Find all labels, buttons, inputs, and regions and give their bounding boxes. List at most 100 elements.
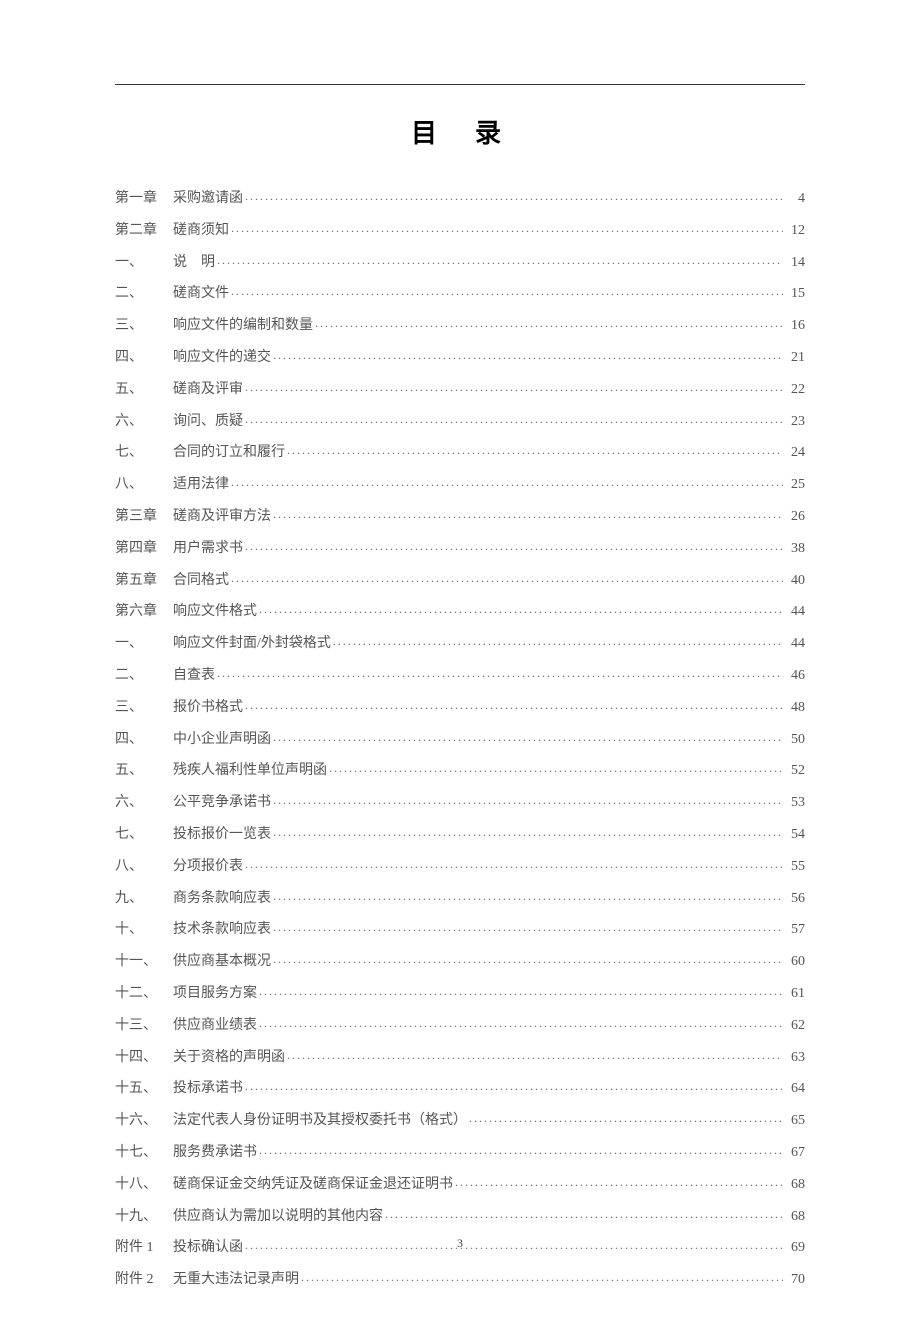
toc-entry-title: 无重大违法记录声明 <box>173 1273 299 1287</box>
toc-entry-page: 22 <box>785 383 805 397</box>
toc-entry-section: 五、 <box>115 764 173 778</box>
toc-entry-title: 项目服务方案 <box>173 987 257 1001</box>
toc-entry-title: 适用法律 <box>173 478 229 492</box>
toc-entry-title: 技术条款响应表 <box>173 923 271 937</box>
toc-leader-dots <box>231 570 783 584</box>
toc-entry-section: 六、 <box>115 796 173 810</box>
toc-entry-page: 23 <box>785 415 805 429</box>
toc-leader-dots <box>245 188 783 202</box>
toc-entry-title: 用户需求书 <box>173 542 243 556</box>
toc-entry-page: 64 <box>785 1082 805 1096</box>
toc-entry-page: 16 <box>785 319 805 333</box>
toc-leader-dots <box>315 315 783 329</box>
toc-entry: 第五章合同格式40 <box>115 570 805 588</box>
toc-entry-title: 中小企业声明函 <box>173 733 271 747</box>
toc-entry-title: 说 明 <box>173 256 215 270</box>
toc-entry-page: 12 <box>785 224 805 238</box>
toc-entry: 八、分项报价表55 <box>115 856 805 874</box>
toc-entry-page: 21 <box>785 351 805 365</box>
toc-entry: 八、适用法律 25 <box>115 474 805 492</box>
toc-entry-page: 44 <box>785 605 805 619</box>
toc-entry-page: 70 <box>785 1273 805 1287</box>
toc-entry: 三、报价书格式48 <box>115 697 805 715</box>
toc-entry-page: 57 <box>785 923 805 937</box>
toc-entry-section: 四、 <box>115 351 173 365</box>
toc-leader-dots <box>273 888 783 902</box>
toc-leader-dots <box>231 283 783 297</box>
toc-entry: 第一章采购邀请函4 <box>115 188 805 206</box>
top-rule <box>115 84 805 85</box>
toc-entry-page: 68 <box>785 1210 805 1224</box>
toc-entry-title: 自查表 <box>173 669 215 683</box>
toc-entry-title: 分项报价表 <box>173 860 243 874</box>
toc-entry-page: 46 <box>785 669 805 683</box>
toc-entry-section: 十、 <box>115 923 173 937</box>
toc-entry-title: 残疾人福利性单位声明函 <box>173 764 327 778</box>
toc-entry-page: 50 <box>785 733 805 747</box>
toc-entry-title: 响应文件格式 <box>173 605 257 619</box>
toc-leader-dots <box>245 538 783 552</box>
toc-entry: 一、响应文件封面/外封袋格式44 <box>115 633 805 651</box>
toc-entry-section: 附件 2 <box>115 1273 173 1287</box>
toc-entry-title: 采购邀请函 <box>173 192 243 206</box>
toc-entry-section: 七、 <box>115 446 173 460</box>
toc-entry-page: 44 <box>785 637 805 651</box>
toc-entry-page: 68 <box>785 1178 805 1192</box>
toc-entry: 附件 2无重大违法记录声明 70 <box>115 1269 805 1287</box>
toc-entry-title: 磋商及评审方法 <box>173 510 271 524</box>
toc-leader-dots <box>259 1142 783 1156</box>
toc-leader-dots <box>245 1078 783 1092</box>
page-number: 3 <box>0 1236 920 1251</box>
toc-entry-page: 52 <box>785 764 805 778</box>
document-page: 目录 第一章采购邀请函4第二章磋商须知12一、说 明14二、磋商文件15三、响应… <box>0 0 920 1341</box>
toc-entry-page: 54 <box>785 828 805 842</box>
toc-entry-section: 一、 <box>115 637 173 651</box>
toc-leader-dots <box>273 729 783 743</box>
toc-entry-title: 商务条款响应表 <box>173 892 271 906</box>
toc-entry: 四、响应文件的递交 21 <box>115 347 805 365</box>
toc-leader-dots <box>259 601 783 615</box>
toc-entry-page: 60 <box>785 955 805 969</box>
toc-entry: 十四、关于资格的声明函63 <box>115 1047 805 1065</box>
toc-entry: 十一、供应商基本概况60 <box>115 951 805 969</box>
toc-entry-title: 磋商文件 <box>173 287 229 301</box>
toc-leader-dots <box>273 824 783 838</box>
toc-entry-section: 七、 <box>115 828 173 842</box>
toc-entry-page: 62 <box>785 1019 805 1033</box>
toc-entry-title: 法定代表人身份证明书及其授权委托书（格式） <box>173 1114 467 1128</box>
toc-entry-page: 15 <box>785 287 805 301</box>
toc-leader-dots <box>469 1110 783 1124</box>
toc-leader-dots <box>245 856 783 870</box>
toc-leader-dots <box>385 1206 783 1220</box>
toc-leader-dots <box>273 506 783 520</box>
toc-entry-section: 一、 <box>115 256 173 270</box>
toc-entry-page: 61 <box>785 987 805 1001</box>
toc-leader-dots <box>273 347 783 361</box>
toc-entry: 第六章响应文件格式44 <box>115 601 805 619</box>
toc-entry-title: 响应文件的编制和数量 <box>173 319 313 333</box>
toc-entry-section: 八、 <box>115 478 173 492</box>
toc-entry-page: 24 <box>785 446 805 460</box>
toc-entry-section: 十九、 <box>115 1210 173 1224</box>
toc-entry-page: 40 <box>785 574 805 588</box>
toc-entry-title: 响应文件的递交 <box>173 351 271 365</box>
toc-entry: 六、公平竞争承诺书53 <box>115 792 805 810</box>
toc-entry-page: 56 <box>785 892 805 906</box>
toc-entry-title: 供应商认为需加以说明的其他内容 <box>173 1210 383 1224</box>
toc-leader-dots <box>245 379 783 393</box>
toc-entry-section: 第一章 <box>115 192 173 206</box>
toc-entry-title: 服务费承诺书 <box>173 1146 257 1160</box>
toc-entry: 十三、供应商业绩表62 <box>115 1015 805 1033</box>
toc-entry-page: 25 <box>785 478 805 492</box>
toc-leader-dots <box>231 220 783 234</box>
toc-entry-section: 二、 <box>115 669 173 683</box>
toc-leader-dots <box>329 760 783 774</box>
toc-entry-page: 67 <box>785 1146 805 1160</box>
toc-leader-dots <box>259 1015 783 1029</box>
toc-entry-page: 14 <box>785 256 805 270</box>
toc-entry: 七、投标报价一览表54 <box>115 824 805 842</box>
toc-entry-section: 第四章 <box>115 542 173 556</box>
toc-entry-title: 询问、质疑 <box>173 415 243 429</box>
toc-leader-dots <box>287 1047 783 1061</box>
toc-entry-title: 磋商须知 <box>173 224 229 238</box>
